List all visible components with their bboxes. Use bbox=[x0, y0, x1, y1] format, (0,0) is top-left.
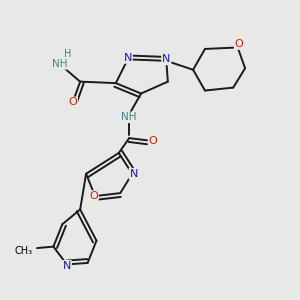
Text: H: H bbox=[64, 49, 71, 59]
Text: O: O bbox=[148, 136, 157, 146]
Text: N: N bbox=[63, 261, 71, 271]
Text: NH: NH bbox=[122, 112, 137, 122]
Text: N: N bbox=[130, 169, 138, 179]
Text: CH₃: CH₃ bbox=[14, 246, 33, 256]
Text: N: N bbox=[162, 54, 170, 64]
Text: NH: NH bbox=[52, 59, 67, 69]
Text: O: O bbox=[89, 191, 98, 201]
Text: O: O bbox=[68, 98, 77, 107]
Text: O: O bbox=[235, 39, 244, 49]
Text: N: N bbox=[124, 53, 132, 63]
